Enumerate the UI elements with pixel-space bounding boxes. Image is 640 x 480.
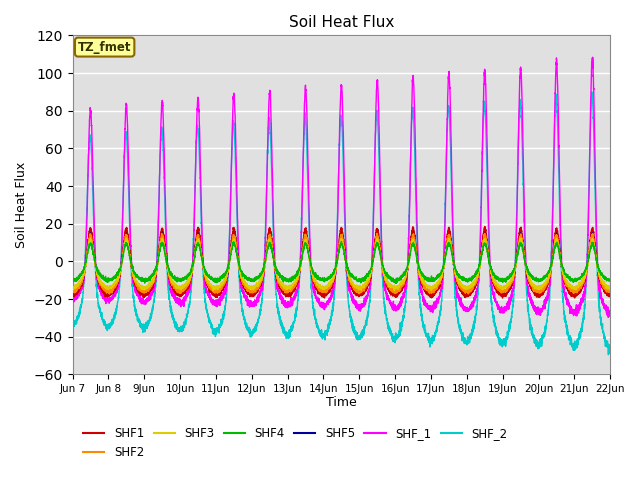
SHF2 (321, 286, 329, 291)
SHF4 (337, 239, 345, 244)
SHF2 (373, 230, 381, 236)
SHF_2 (165, 296, 173, 302)
SHF1 (68, 292, 76, 298)
SHF3 (462, 285, 470, 290)
Legend: SHF1, SHF2, SHF3, SHF4, SHF5, SHF_1, SHF_2: SHF1, SHF2, SHF3, SHF4, SHF5, SHF_1, SHF… (79, 422, 512, 463)
SHF5 (607, 292, 614, 298)
SHF4 (321, 277, 329, 283)
SHF3 (209, 288, 217, 293)
SHF4 (165, 267, 173, 273)
SHF1 (499, 295, 506, 301)
SHF5 (462, 291, 470, 297)
X-axis label: Time: Time (326, 396, 356, 408)
SHF_2 (432, 327, 440, 333)
Title: Soil Heat Flux: Soil Heat Flux (289, 15, 394, 30)
SHF5 (321, 291, 329, 297)
SHF1 (493, 287, 500, 292)
SHF4 (493, 274, 500, 279)
SHF3 (123, 235, 131, 241)
SHF2 (68, 288, 76, 294)
Line: SHF_1: SHF_1 (72, 57, 611, 317)
SHF2 (607, 289, 614, 295)
Y-axis label: Soil Heat Flux: Soil Heat Flux (15, 162, 28, 248)
SHF3 (165, 272, 173, 277)
SHF_2 (605, 352, 612, 358)
SHF5 (68, 290, 76, 296)
SHF3 (606, 286, 614, 291)
SHF2 (433, 286, 440, 291)
Line: SHF1: SHF1 (72, 227, 611, 298)
SHF_1 (606, 309, 614, 314)
Line: SHF_2: SHF_2 (72, 92, 611, 355)
SHF4 (462, 276, 470, 282)
SHF_1 (165, 281, 173, 287)
SHF_2 (588, 89, 596, 95)
SHF_2 (606, 346, 614, 352)
SHF_1 (68, 296, 76, 302)
SHF3 (607, 286, 614, 292)
SHF4 (433, 276, 440, 282)
SHF_2 (492, 331, 500, 336)
SHF4 (68, 276, 76, 282)
SHF5 (165, 275, 173, 280)
SHF2 (493, 285, 500, 291)
SHF1 (432, 288, 440, 294)
Line: SHF5: SHF5 (72, 230, 611, 296)
SHF_1 (321, 302, 329, 308)
SHF_2 (321, 328, 329, 334)
Text: TZ_fmet: TZ_fmet (78, 41, 131, 54)
SHF1 (462, 291, 470, 297)
SHF_2 (68, 322, 76, 328)
SHF_1 (492, 300, 500, 305)
SHF4 (607, 277, 614, 283)
SHF_1 (432, 305, 440, 311)
SHF_1 (607, 311, 614, 316)
Line: SHF3: SHF3 (72, 238, 611, 290)
SHF_1 (589, 54, 596, 60)
SHF1 (321, 292, 329, 298)
SHF2 (106, 291, 113, 297)
SHF1 (607, 293, 614, 299)
SHF5 (534, 293, 542, 299)
SHF1 (606, 291, 614, 297)
SHF_2 (607, 343, 614, 349)
Line: SHF4: SHF4 (72, 241, 611, 283)
SHF5 (606, 289, 614, 295)
SHF5 (432, 288, 440, 293)
SHF3 (493, 280, 500, 286)
SHF1 (165, 276, 173, 281)
Line: SHF2: SHF2 (72, 233, 611, 294)
SHF5 (338, 227, 346, 233)
SHF2 (165, 275, 173, 280)
SHF1 (481, 224, 489, 229)
SHF3 (321, 285, 329, 290)
SHF4 (392, 280, 400, 286)
SHF3 (433, 283, 440, 289)
SHF2 (462, 289, 470, 295)
SHF2 (606, 290, 614, 296)
SHF3 (68, 283, 76, 289)
SHF4 (606, 278, 614, 284)
SHF_1 (462, 309, 470, 314)
SHF_1 (604, 314, 612, 320)
SHF5 (493, 285, 500, 290)
SHF_2 (462, 339, 470, 345)
